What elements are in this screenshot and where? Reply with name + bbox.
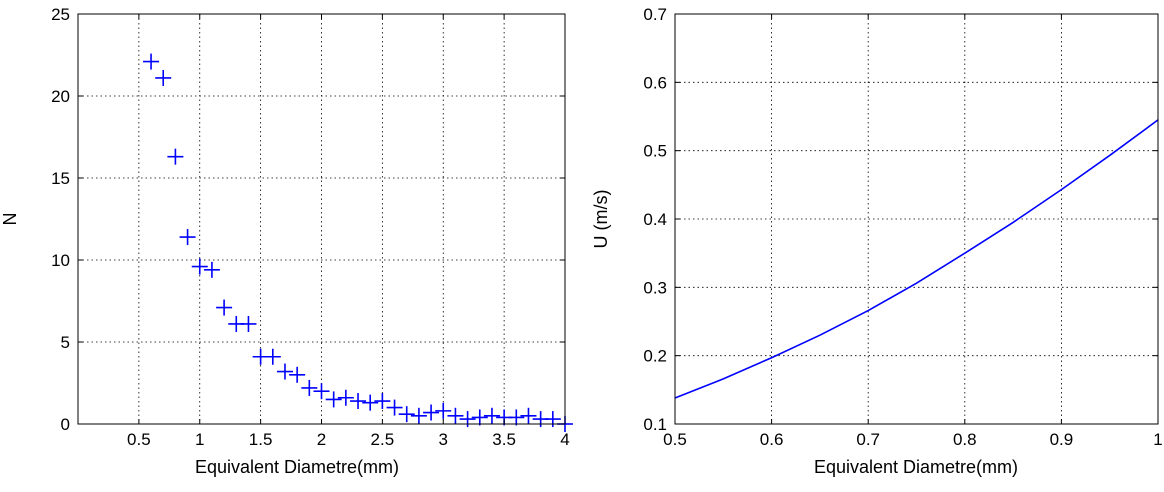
right-x-tick-label: 0.5 [663, 430, 687, 449]
left-chart-ticks: 0.5 1 1.5 2 2.5 3 3.5 4 0 5 10 15 20 25 [51, 5, 570, 449]
scatter-point [447, 407, 464, 424]
scatter-point [459, 411, 476, 428]
series-line [674, 119, 1159, 399]
left-x-tick-label: 3 [439, 430, 448, 449]
scatter-point [423, 404, 440, 421]
right-y-axis-label: U (m/s) [591, 190, 611, 249]
left-x-tick-label: 3.5 [492, 430, 516, 449]
left-y-tick-label: 5 [61, 333, 70, 352]
scatter-point [435, 402, 452, 419]
right-x-tick-label: 0.7 [856, 430, 880, 449]
right-y-tick-label: 0.3 [643, 278, 667, 297]
right-y-tick-label: 0.6 [643, 73, 667, 92]
right-chart-grid [674, 13, 1159, 425]
right-y-tick-label: 0.4 [643, 210, 667, 229]
left-x-tick-label: 1 [195, 430, 204, 449]
right-chart-panel: 0.5 0.6 0.7 0.8 0.9 1 0.1 0.2 0.3 0.4 0.5 0.6 0.7 Eq… [591, 5, 1163, 477]
left-x-axis-label: Equivalent Diametre(mm) [195, 457, 399, 477]
scatter-point [276, 363, 293, 380]
scatter-point [191, 258, 208, 275]
scatter-point [240, 315, 257, 332]
left-y-axis-label: N [0, 213, 20, 226]
right-y-tick-label: 0.2 [643, 347, 667, 366]
scatter-point [410, 407, 427, 424]
scatter-point [301, 379, 318, 396]
scatter-point [350, 393, 367, 410]
left-y-tick-label: 20 [51, 87, 70, 106]
right-x-tick-label: 1 [1153, 430, 1162, 449]
scatter-point [179, 229, 196, 246]
right-x-tick-label: 0.6 [760, 430, 784, 449]
scatter-point [386, 399, 403, 416]
scatter-point [203, 261, 220, 278]
left-chart-markers [143, 53, 573, 432]
right-y-tick-label: 0.1 [643, 415, 667, 434]
scatter-point [374, 393, 391, 410]
left-x-tick-label: 1.5 [249, 430, 273, 449]
right-x-tick-label: 0.9 [1050, 430, 1074, 449]
left-x-tick-label: 2.5 [371, 430, 395, 449]
scatter-point [508, 409, 525, 426]
left-chart-frame [77, 13, 566, 425]
scatter-point [483, 407, 500, 424]
scatter-point [155, 69, 172, 86]
left-y-tick-label: 0 [61, 415, 70, 434]
scatter-point [167, 148, 184, 165]
scatter-point [216, 299, 233, 316]
right-x-axis-label: Equivalent Diametre(mm) [814, 457, 1018, 477]
left-chart-grid [78, 13, 566, 425]
left-y-tick-label: 10 [51, 251, 70, 270]
left-x-tick-label: 4 [560, 430, 569, 449]
left-x-tick-label: 0.5 [127, 430, 151, 449]
left-chart-panel: 0.5 1 1.5 2 2.5 3 3.5 4 0 5 10 15 20 25 Equivalent Di… [0, 5, 573, 477]
right-x-tick-label: 0.8 [953, 430, 977, 449]
left-x-tick-label: 2 [317, 430, 326, 449]
scatter-point [398, 406, 415, 423]
scatter-point [520, 407, 537, 424]
scatter-point [143, 53, 160, 70]
scatter-point [337, 389, 354, 406]
scatter-point [313, 383, 330, 400]
left-y-tick-label: 15 [51, 169, 70, 188]
scatter-point [325, 391, 342, 408]
right-y-tick-label: 0.5 [643, 142, 667, 161]
scatter-point [289, 366, 306, 383]
right-chart-line [674, 119, 1159, 399]
right-y-tick-label: 0.7 [643, 5, 667, 24]
left-y-tick-label: 25 [51, 5, 70, 24]
scatter-point [471, 409, 488, 426]
right-chart-ticks: 0.5 0.6 0.7 0.8 0.9 1 0.1 0.2 0.3 0.4 0.5 0.6 0.7 [643, 5, 1162, 449]
scatter-point [264, 348, 281, 365]
scatter-point [362, 394, 379, 411]
